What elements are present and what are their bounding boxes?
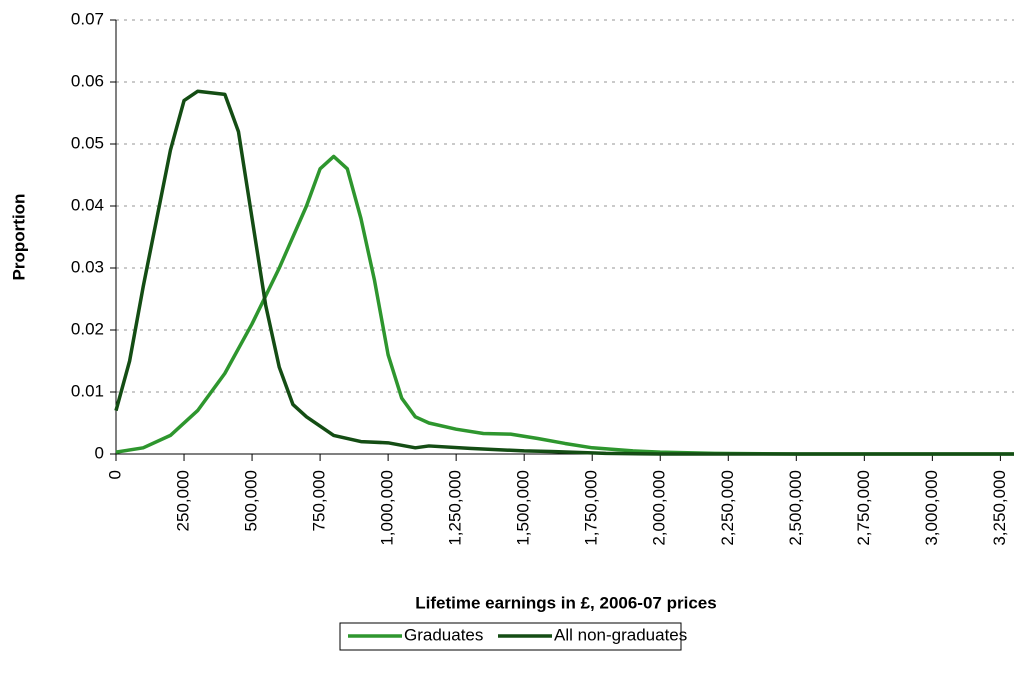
x-tick-label: 0 <box>105 470 124 479</box>
y-tick-label: 0.03 <box>71 257 104 276</box>
x-tick-label: 250,000 <box>174 470 193 531</box>
x-tick-label: 500,000 <box>242 470 261 531</box>
line <box>115 154 1014 456</box>
line <box>114 89 1014 456</box>
x-tick-label: 1,750,000 <box>582 470 601 546</box>
y-tick-label: 0.05 <box>71 133 104 152</box>
legend-label: Graduates <box>404 625 483 644</box>
x-tick-label: 1,250,000 <box>446 470 465 546</box>
x-tick-label: 1,500,000 <box>514 470 533 546</box>
x-tick-label: 2,250,000 <box>718 470 737 546</box>
legend-label: All non-graduates <box>554 625 687 644</box>
y-axis-label: Proportion <box>9 194 28 281</box>
x-tick-label: 1,000,000 <box>378 470 397 546</box>
x-tick-label: 3,000,000 <box>922 470 941 546</box>
x-tick-label: 2,500,000 <box>786 470 805 546</box>
x-tick-label: 2,000,000 <box>650 470 669 546</box>
x-tick-label: 750,000 <box>310 470 329 531</box>
y-tick-label: 0.07 <box>71 9 104 28</box>
x-tick-label: 2,750,000 <box>854 470 873 546</box>
x-tick-label: 3,250,000 <box>990 470 1009 546</box>
y-tick-label: 0.02 <box>71 319 104 338</box>
y-tick-label: 0.04 <box>71 195 104 214</box>
y-tick-label: 0 <box>95 443 104 462</box>
y-tick-label: 0.01 <box>71 381 104 400</box>
x-axis-label: Lifetime earnings in £, 2006-07 prices <box>415 593 716 612</box>
y-tick-label: 0.06 <box>71 71 104 90</box>
